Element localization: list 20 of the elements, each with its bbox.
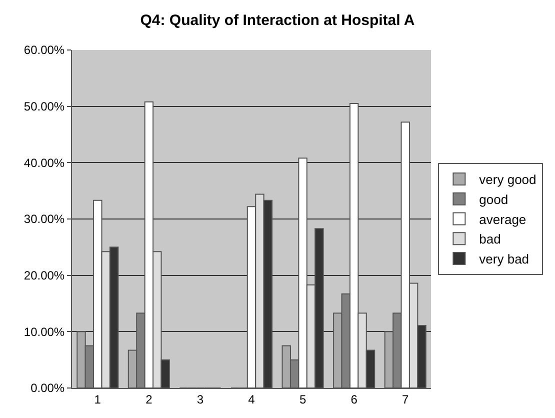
y-tick-label: 20.00% [24, 268, 65, 283]
y-tick-label: 50.00% [24, 100, 65, 114]
y-tick-label: 10.00% [24, 324, 65, 339]
x-tick-label: 3 [196, 392, 204, 406]
legend-label: very good [479, 172, 536, 188]
y-tick-label: 30.00% [24, 212, 65, 226]
legend-label: bad [479, 232, 501, 247]
y-tick-label: 0.00% [30, 381, 65, 396]
x-tick-label: 7 [402, 392, 410, 406]
y-tick-label: 60.00% [24, 43, 65, 58]
x-tick-label: 2 [146, 392, 153, 406]
x-tick-label: 4 [248, 392, 256, 406]
y-tick-label: 40.00% [24, 156, 65, 170]
legend-label: good [479, 192, 508, 207]
legend-label: average [479, 212, 526, 227]
legend-label: very bad [479, 252, 530, 267]
x-tick-label: 5 [299, 392, 306, 406]
x-tick-label: 1 [94, 392, 102, 406]
chart-title: Q4: Quality of Interaction at Hospital A [140, 12, 415, 30]
x-tick-label: 6 [350, 392, 358, 406]
